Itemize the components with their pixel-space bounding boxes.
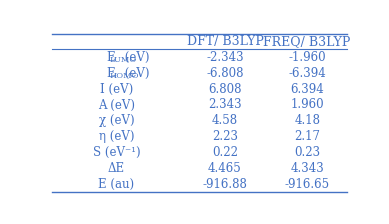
Text: (eV): (eV) <box>121 67 149 80</box>
Text: -1.960: -1.960 <box>288 51 326 64</box>
Text: HOMO: HOMO <box>110 72 139 80</box>
Text: 2.343: 2.343 <box>208 99 242 112</box>
Text: 2.17: 2.17 <box>294 130 320 143</box>
Text: 4.18: 4.18 <box>294 114 320 127</box>
Text: -6.808: -6.808 <box>206 67 244 80</box>
Text: η (eV): η (eV) <box>99 130 134 143</box>
Text: A (eV): A (eV) <box>98 99 135 112</box>
Text: 6.808: 6.808 <box>208 83 242 96</box>
Text: 4.465: 4.465 <box>208 162 242 175</box>
Text: DFT/ B3LYP: DFT/ B3LYP <box>187 35 263 48</box>
Text: (eV): (eV) <box>121 51 149 64</box>
Text: -6.394: -6.394 <box>288 67 326 80</box>
Text: E (au): E (au) <box>98 178 135 191</box>
Text: 6.394: 6.394 <box>290 83 324 96</box>
Text: 1.960: 1.960 <box>290 99 324 112</box>
Text: 4.343: 4.343 <box>290 162 324 175</box>
Text: 0.23: 0.23 <box>294 146 320 159</box>
Text: LUMO: LUMO <box>110 56 137 64</box>
Text: I (eV): I (eV) <box>100 83 133 96</box>
Text: FREQ/ B3LYP: FREQ/ B3LYP <box>263 35 351 48</box>
Text: -916.65: -916.65 <box>285 178 330 191</box>
Text: -916.88: -916.88 <box>203 178 247 191</box>
Text: χ (eV): χ (eV) <box>99 114 134 127</box>
Text: ΔE: ΔE <box>108 162 125 175</box>
Text: 2.23: 2.23 <box>212 130 238 143</box>
Text: 0.22: 0.22 <box>212 146 238 159</box>
Text: E: E <box>106 67 114 80</box>
Text: 4.58: 4.58 <box>212 114 238 127</box>
Text: -2.343: -2.343 <box>206 51 244 64</box>
Text: S (eV⁻¹): S (eV⁻¹) <box>93 146 140 159</box>
Text: E: E <box>106 51 114 64</box>
